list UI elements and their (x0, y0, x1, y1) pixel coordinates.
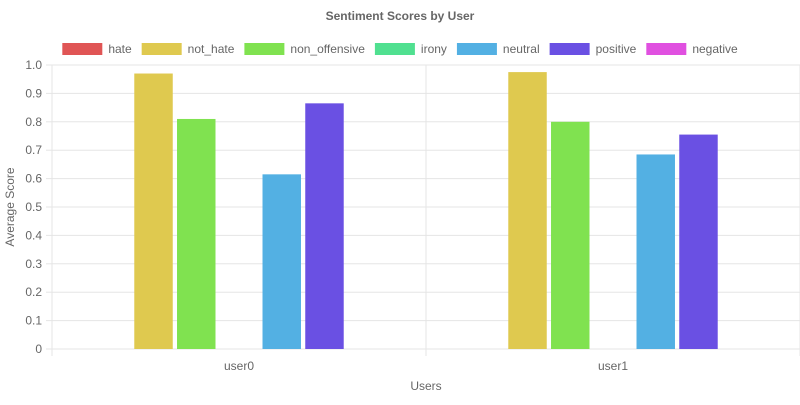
y-tick-label: 0.2 (25, 285, 42, 299)
bar-positive-user1[interactable] (679, 134, 718, 349)
bar-non_offensive-user1[interactable] (551, 121, 590, 349)
y-tick-label: 0.5 (25, 200, 42, 214)
bars (134, 72, 718, 350)
y-tick-label: 0.7 (25, 143, 42, 157)
legend-item-hate[interactable]: hate (62, 42, 132, 56)
bar-not_hate-user0[interactable] (134, 73, 173, 350)
y-axis-ticks: 0 0.1 0.2 0.3 0.4 0.5 0.6 0.7 0.8 0.9 1.0 (25, 58, 42, 356)
y-tick-label: 0.3 (25, 257, 42, 271)
legend-item-not_hate[interactable]: not_hate (141, 42, 235, 56)
legend-swatch (244, 43, 285, 55)
legend-swatch (62, 43, 103, 55)
legend-item-negative[interactable]: negative (646, 42, 738, 56)
grid-lines (46, 64, 800, 356)
y-tick-label: 0.9 (25, 86, 42, 100)
y-tick-label: 1.0 (25, 58, 42, 72)
y-axis-title: Average Score (3, 167, 17, 246)
bar-neutral-user0[interactable] (262, 174, 301, 349)
y-tick-label: 0.6 (25, 172, 42, 186)
legend-label: negative (692, 42, 738, 56)
bar-positive-user0[interactable] (305, 103, 344, 349)
x-axis-ticks: user0 user1 (224, 359, 628, 373)
bar-non_offensive-user0[interactable] (177, 118, 216, 350)
legend-item-neutral[interactable]: neutral (456, 42, 540, 56)
y-tick-label: 0.1 (25, 314, 42, 328)
legend-label: hate (108, 42, 132, 56)
x-tick-label: user1 (598, 359, 628, 373)
legend-swatch (549, 43, 590, 55)
legend-swatch (141, 43, 182, 55)
legend-label: not_hate (188, 42, 235, 56)
legend-label: neutral (503, 42, 540, 56)
legend-swatch (374, 43, 415, 55)
x-axis-title: Users (410, 379, 441, 393)
y-tick-label: 0.4 (25, 228, 42, 242)
legend[interactable]: hate not_hate non_offensive irony neutral pos… (62, 42, 738, 56)
chart-title: Sentiment Scores by User (326, 9, 475, 23)
y-tick-label: 0.8 (25, 115, 42, 129)
legend-label: irony (421, 42, 447, 56)
legend-label: positive (596, 42, 637, 56)
bar-not_hate-user1[interactable] (508, 72, 547, 349)
legend-item-irony[interactable]: irony (374, 42, 447, 56)
legend-swatch (456, 43, 497, 55)
bar-neutral-user1[interactable] (636, 154, 675, 349)
legend-item-positive[interactable]: positive (549, 42, 637, 56)
legend-swatch (646, 43, 687, 55)
x-tick-label: user0 (224, 359, 254, 373)
legend-label: non_offensive (290, 42, 365, 56)
legend-item-non_offensive[interactable]: non_offensive (244, 42, 365, 56)
y-tick-label: 0 (35, 342, 42, 356)
